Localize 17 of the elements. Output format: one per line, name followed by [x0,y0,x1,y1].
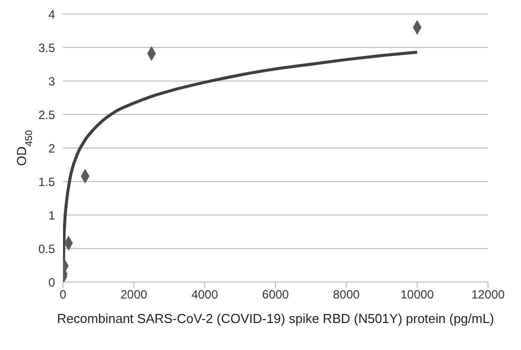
y-tick-label: 2.5 [38,108,56,122]
y-tick-label: 0 [48,275,56,290]
y-tick-label: 1.5 [38,174,56,189]
y-tick-label: 4 [48,7,56,22]
y-tick-label: 2 [48,141,56,156]
x-tick-label: 4000 [191,288,218,302]
x-axis-title: Recombinant SARS-CoV-2 (COVID-19) spike RBD (N501Y) protein (pg/mL) [56,311,494,326]
x-tick-label: 0 [60,288,67,302]
y-tick-label: 3 [48,74,56,88]
x-tick-label: 10000 [400,288,434,302]
x-tick-label: 8000 [332,288,360,302]
y-tick-label: 3.5 [38,40,56,55]
x-tick-label: 2000 [120,288,148,302]
x-tick-label: 12000 [471,288,506,302]
x-tick-label: 6000 [262,288,290,302]
y-tick-label: 1 [48,208,56,222]
y-tick-label: 0.5 [38,242,56,256]
